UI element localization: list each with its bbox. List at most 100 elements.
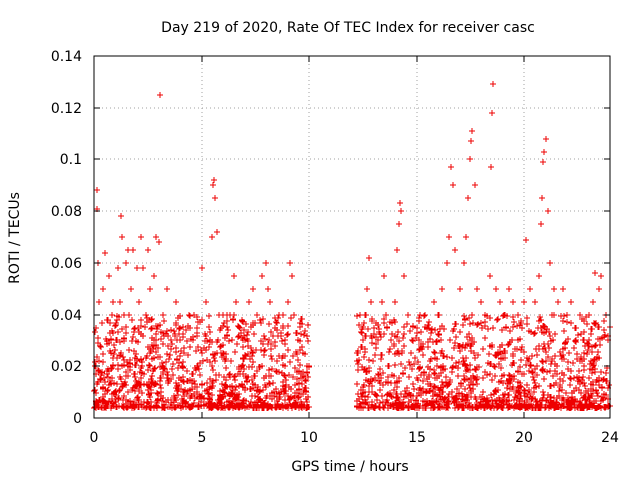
band-point xyxy=(210,367,216,373)
band-point xyxy=(606,382,612,388)
band-point xyxy=(268,329,274,335)
data-point xyxy=(211,177,217,183)
band-point xyxy=(112,323,118,329)
band-point xyxy=(368,376,374,382)
band-point xyxy=(470,404,476,410)
band-point xyxy=(539,367,545,373)
data-point xyxy=(147,286,153,292)
data-point xyxy=(497,299,503,305)
band-point xyxy=(566,398,572,404)
band-point xyxy=(598,369,604,375)
band-point xyxy=(127,360,133,366)
y-tick-labels: 0 0.02 0.04 0.06 0.08 0.1 0.12 0.14 xyxy=(51,49,82,427)
band-point xyxy=(575,332,581,338)
band-point xyxy=(406,359,412,365)
band-point xyxy=(473,367,479,373)
band-point xyxy=(416,337,422,343)
band-point xyxy=(154,403,160,409)
band-point xyxy=(410,324,416,330)
data-point xyxy=(209,234,215,240)
band-point xyxy=(595,349,601,355)
data-point xyxy=(136,299,142,305)
band-point xyxy=(453,363,459,369)
band-point xyxy=(258,320,264,326)
band-point xyxy=(482,319,488,325)
band-point xyxy=(467,405,473,411)
band-point xyxy=(526,368,532,374)
band-point xyxy=(567,375,573,381)
band-point xyxy=(278,404,284,410)
band-point xyxy=(111,351,117,357)
band-point xyxy=(601,391,607,397)
band-point xyxy=(547,333,553,339)
band-point xyxy=(198,399,204,405)
band-point xyxy=(389,320,395,326)
band-point xyxy=(450,328,456,334)
band-point xyxy=(585,343,591,349)
data-point xyxy=(388,337,394,343)
band-point xyxy=(529,396,535,402)
band-point xyxy=(460,393,466,399)
band-point xyxy=(146,362,152,368)
band-point xyxy=(269,366,275,372)
band-point xyxy=(438,337,444,343)
band-point xyxy=(566,350,572,356)
band-point xyxy=(568,376,574,382)
band-point xyxy=(209,363,215,369)
band-point xyxy=(470,373,476,379)
band-point xyxy=(521,371,527,377)
band-point xyxy=(236,364,242,370)
band-point xyxy=(138,317,144,323)
band-point xyxy=(273,319,279,325)
data-point xyxy=(431,299,437,305)
x-tick-label: 15 xyxy=(408,430,426,446)
band-point xyxy=(286,397,292,403)
band-point xyxy=(510,324,516,330)
band-point xyxy=(543,398,549,404)
band-point xyxy=(109,375,115,381)
band-point xyxy=(94,354,100,360)
band-point xyxy=(249,393,255,399)
band-point xyxy=(100,384,106,390)
band-point xyxy=(427,336,433,342)
data-point xyxy=(110,299,116,305)
band-point xyxy=(250,350,256,356)
band-point xyxy=(99,369,105,375)
data-point xyxy=(371,325,377,331)
band-point xyxy=(372,375,378,381)
band-point xyxy=(583,390,589,396)
band-point xyxy=(456,404,462,410)
band-point xyxy=(494,317,500,323)
band-point xyxy=(272,339,278,345)
band-point xyxy=(559,356,565,362)
band-point xyxy=(282,373,288,379)
band-point xyxy=(161,318,167,324)
band-point xyxy=(581,329,587,335)
band-point xyxy=(262,336,268,342)
band-point xyxy=(274,320,280,326)
band-point xyxy=(541,376,547,382)
data-point xyxy=(397,200,403,206)
data-point xyxy=(97,343,103,349)
band-point xyxy=(601,327,607,333)
band-point xyxy=(306,404,312,410)
band-point xyxy=(282,388,288,394)
band-point xyxy=(138,365,144,371)
band-point xyxy=(164,328,170,334)
band-point xyxy=(440,363,446,369)
band-point xyxy=(105,374,111,380)
band-point xyxy=(384,325,390,331)
band-point xyxy=(560,318,566,324)
band-point xyxy=(97,376,103,382)
band-point xyxy=(240,344,246,350)
band-point xyxy=(519,344,525,350)
band-point xyxy=(433,398,439,404)
band-point xyxy=(469,312,475,318)
band-point xyxy=(356,322,362,328)
band-point xyxy=(210,378,216,384)
band-point xyxy=(209,392,215,398)
band-point xyxy=(408,350,414,356)
band-point xyxy=(224,333,230,339)
band-point xyxy=(449,365,455,371)
band-point xyxy=(267,381,273,387)
